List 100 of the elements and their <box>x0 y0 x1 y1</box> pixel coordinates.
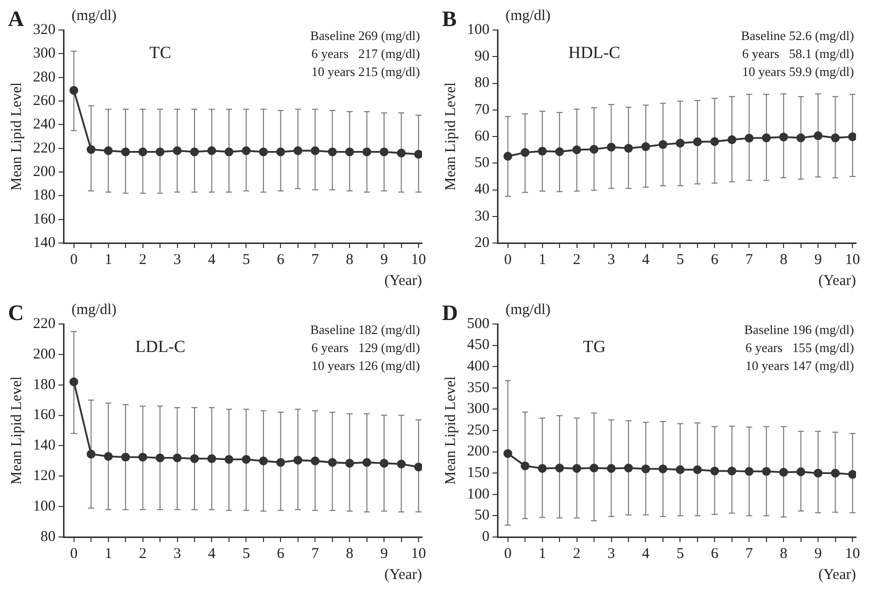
point <box>121 452 130 462</box>
point <box>86 145 96 154</box>
x-axis-title: (Year) <box>384 272 422 289</box>
y-tick-label: 120 <box>33 468 56 484</box>
y-tick-label: 90 <box>474 48 490 65</box>
x-tick-label: 0 <box>504 546 512 562</box>
y-tick-label: 450 <box>467 337 490 354</box>
point <box>641 142 650 152</box>
point <box>624 144 633 153</box>
point <box>676 138 685 148</box>
y-tick-label: 150 <box>467 465 490 482</box>
point <box>242 455 251 464</box>
y-tick-label: 100 <box>33 498 56 515</box>
x-tick-label: 4 <box>208 252 216 268</box>
text: (mg/dl) <box>506 8 550 24</box>
x-tick-label: 2 <box>139 252 147 268</box>
point <box>362 458 372 467</box>
annotation: 6 years 217 (mg/dl) <box>311 46 420 61</box>
point <box>362 147 372 156</box>
point <box>294 146 302 156</box>
point <box>710 466 720 476</box>
point <box>762 466 771 476</box>
y-axis-title: Mean Lipid Level <box>442 376 459 485</box>
y-tick-label: 220 <box>33 316 56 332</box>
point <box>728 135 736 144</box>
point <box>328 147 337 156</box>
y-axis-title: Mean Lipid Level <box>8 82 25 191</box>
point <box>572 145 582 154</box>
point <box>641 464 650 474</box>
annotation: 10 years 215 (mg/dl) <box>311 64 420 79</box>
y-tick-label: 80 <box>474 75 490 92</box>
point <box>520 461 530 470</box>
x-tick-label: 2 <box>139 546 147 562</box>
point <box>676 465 685 474</box>
y-tick-label: 160 <box>33 407 56 424</box>
point <box>762 133 771 142</box>
y-tick-label: 320 <box>33 22 56 38</box>
annotation: 10 years 59.9 (mg/dl) <box>742 64 854 79</box>
y-tick-label: 220 <box>33 140 56 156</box>
text: (mg/dl) <box>506 302 550 318</box>
point <box>590 464 598 472</box>
text: HDL-C <box>568 43 620 62</box>
point <box>104 146 113 156</box>
y-tick-label: 250 <box>467 422 490 438</box>
point <box>259 147 268 156</box>
annotation: 6 years 58.1 (mg/dl) <box>742 46 854 61</box>
point <box>710 137 720 146</box>
point <box>796 467 806 476</box>
point <box>294 456 302 465</box>
point <box>572 464 582 473</box>
x-tick-label: 10 <box>845 546 860 562</box>
x-tick-label: 9 <box>380 252 388 268</box>
chart-title: D <box>442 300 458 325</box>
point <box>310 146 320 156</box>
point <box>520 148 530 157</box>
point <box>156 453 164 462</box>
y-tick-label: 100 <box>467 22 490 38</box>
y-tick-label: 260 <box>33 92 56 109</box>
x-tick-label: 6 <box>276 546 285 562</box>
x-axis-title: (Year) <box>818 272 856 289</box>
chart-title: B <box>442 6 457 31</box>
x-tick-label: 1 <box>538 546 546 562</box>
point <box>658 140 668 149</box>
annotation: Baseline 196 (mg/dl) <box>744 322 854 337</box>
x-tick-label: 8 <box>346 252 354 268</box>
point <box>138 452 148 462</box>
point <box>345 458 354 468</box>
point <box>276 147 286 156</box>
point <box>242 146 251 156</box>
y-tick-label: 500 <box>467 316 490 332</box>
y-tick-label: 300 <box>33 46 56 62</box>
point <box>224 455 234 464</box>
text: TG <box>582 337 606 356</box>
point <box>190 454 199 464</box>
y-tick-label: 280 <box>33 69 56 86</box>
y-tick-label: 30 <box>474 208 490 224</box>
y-tick-label: 50 <box>474 508 490 524</box>
y-tick-label: 180 <box>33 376 56 393</box>
x-tick-label: 3 <box>174 252 182 268</box>
y-tick-label: 240 <box>33 116 56 133</box>
point <box>848 470 856 479</box>
x-tick-label: 6 <box>710 546 719 562</box>
x-tick-label: 2 <box>573 252 581 268</box>
annotation: Baseline 182 (mg/dl) <box>310 322 420 337</box>
point <box>503 449 512 458</box>
point <box>276 458 286 467</box>
y-tick-label: 80 <box>40 528 56 545</box>
point <box>779 468 788 477</box>
point <box>658 464 668 474</box>
text: (mg/dl) <box>72 8 116 24</box>
point <box>814 131 822 140</box>
point <box>396 460 406 468</box>
x-tick-label: 6 <box>710 252 719 268</box>
point <box>69 377 78 386</box>
text: LDL-C <box>135 337 186 356</box>
point <box>693 137 702 146</box>
x-tick-label: 1 <box>538 252 546 268</box>
x-tick-label: 9 <box>380 546 388 562</box>
y-tick-label: 200 <box>33 164 56 180</box>
x-tick-label: 4 <box>642 546 650 562</box>
